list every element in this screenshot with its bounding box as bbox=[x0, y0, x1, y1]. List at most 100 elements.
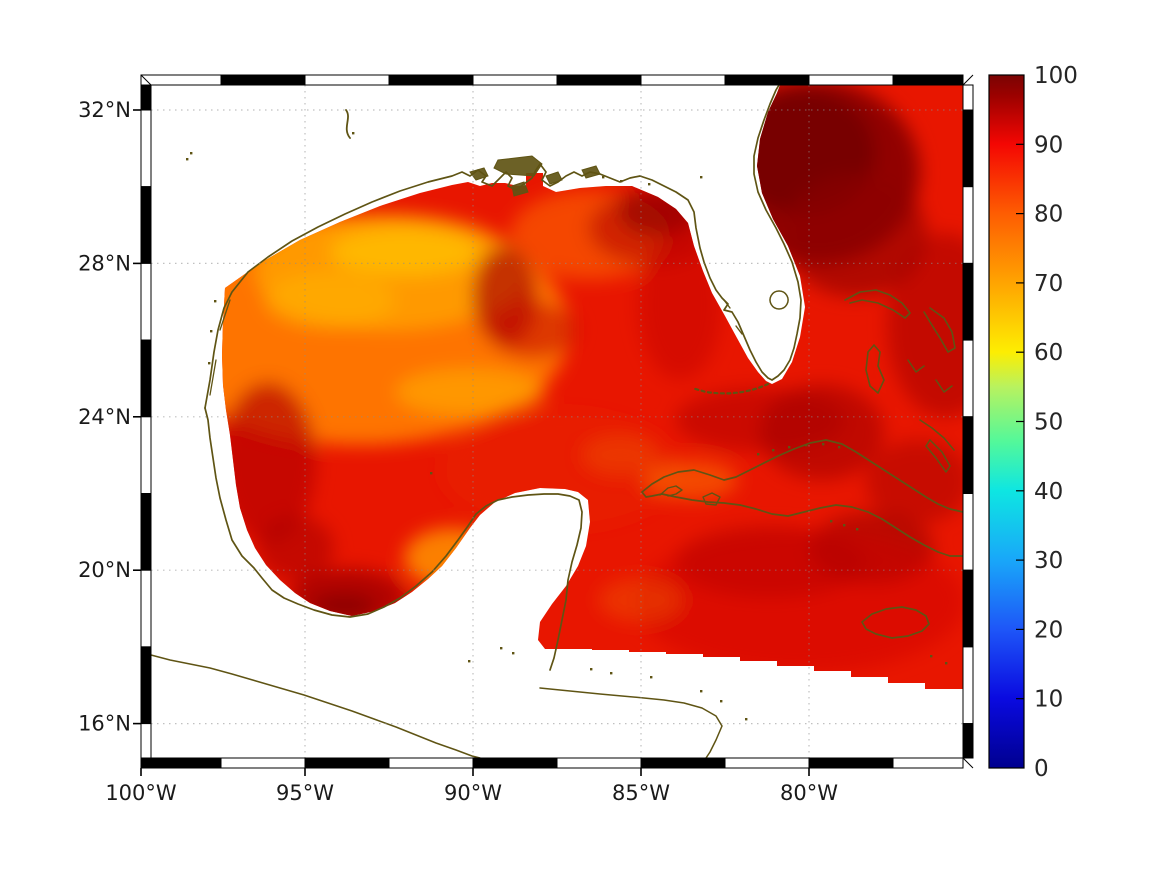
frame-segment-left bbox=[140, 493, 152, 571]
frame-segment-top bbox=[556, 74, 642, 86]
frame-segment-top bbox=[724, 74, 810, 86]
delta-marsh bbox=[493, 155, 543, 177]
coastline-cuba-coast bbox=[641, 439, 964, 557]
islet-dot bbox=[805, 444, 808, 447]
islet-dot bbox=[186, 158, 189, 161]
islet-dot bbox=[720, 700, 723, 703]
colorbar-tick-label: 80 bbox=[1034, 202, 1063, 228]
field-blob bbox=[404, 528, 500, 588]
islet-dot bbox=[856, 528, 859, 531]
islet-dot bbox=[512, 652, 515, 655]
delta-marsh bbox=[581, 165, 601, 179]
colorbar-tick-label: 30 bbox=[1034, 548, 1063, 574]
frame-segment-bottom bbox=[808, 757, 894, 769]
frame-segment-right bbox=[962, 646, 974, 725]
frame-segment-bottom bbox=[892, 757, 964, 769]
x-tick-label: 95°W bbox=[276, 781, 334, 805]
frame-segment-left bbox=[140, 339, 152, 418]
coastline-bahamas-cays-1 bbox=[907, 359, 953, 393]
colorbar-tick-label: 90 bbox=[1034, 132, 1063, 158]
coastlines bbox=[150, 84, 964, 759]
longitude-tick-labels: 100°W 95°W 90°W 85°W 80°W bbox=[105, 781, 838, 805]
frame-segment-bottom bbox=[140, 757, 222, 769]
x-tick-label: 85°W bbox=[612, 781, 670, 805]
coastline-texas-barrier-islands bbox=[209, 299, 231, 396]
coastline-isla-de-la-juventud bbox=[702, 492, 721, 506]
frame-segment-right bbox=[962, 186, 974, 264]
frame-segment-left bbox=[140, 646, 152, 725]
frame-segment-left bbox=[140, 84, 152, 111]
colorbar-tick-label: 70 bbox=[1034, 271, 1063, 297]
islet-dot bbox=[700, 176, 703, 179]
y-tick-label: 24°N bbox=[78, 405, 131, 429]
latitude-tick-labels: 32°N 28°N 24°N 20°N 16°N bbox=[78, 98, 131, 736]
colorbar-tick-label: 50 bbox=[1034, 410, 1063, 436]
coastline-tampa-charlotte-inlets bbox=[723, 299, 743, 335]
colorbar-tick-label: 10 bbox=[1034, 687, 1063, 713]
islet-dot bbox=[210, 330, 213, 333]
coastline-honduras-coast bbox=[539, 687, 723, 759]
coastline-bahamas-andros bbox=[865, 344, 885, 394]
y-tick-label: 20°N bbox=[78, 558, 131, 582]
islet-dot bbox=[838, 446, 841, 449]
islet-dot bbox=[945, 662, 948, 665]
frame-segment-right bbox=[962, 416, 974, 494]
map-frame-border bbox=[133, 74, 974, 776]
islet-dot bbox=[208, 362, 211, 365]
islet-dot bbox=[757, 453, 760, 456]
islet-dot bbox=[352, 132, 355, 135]
frame-segment-right bbox=[962, 109, 974, 188]
y-tick-label: 28°N bbox=[78, 251, 131, 275]
frame-segment-top bbox=[808, 74, 894, 86]
islet-dot bbox=[843, 524, 846, 527]
frame-segment-top bbox=[388, 74, 474, 86]
field-blob bbox=[265, 272, 395, 328]
frame-segment-top bbox=[472, 74, 558, 86]
field-blob bbox=[222, 382, 316, 542]
islet-dot bbox=[648, 183, 651, 186]
graticule-grid bbox=[151, 85, 963, 758]
coastline-lake-okeechobee bbox=[769, 290, 789, 310]
colorbar-tick-label: 60 bbox=[1034, 340, 1063, 366]
frame-segment-top bbox=[220, 74, 306, 86]
islet-dot bbox=[700, 690, 703, 693]
islet-dot bbox=[610, 672, 613, 675]
frame-segment-bottom bbox=[640, 757, 726, 769]
frame-corner-bevel bbox=[962, 757, 974, 769]
islet-dot bbox=[650, 676, 653, 679]
islet-dot bbox=[745, 718, 748, 721]
islet-dot bbox=[822, 443, 825, 446]
frame-segment-left bbox=[140, 109, 152, 188]
y-tick-label: 16°N bbox=[78, 712, 131, 736]
frame-corner-bevel bbox=[140, 757, 152, 769]
y-tick-label: 32°N bbox=[78, 98, 131, 122]
frame-segment-top bbox=[304, 74, 390, 86]
frame-segment-right bbox=[962, 493, 974, 571]
islet-dot bbox=[430, 472, 433, 475]
coastline-bahamas-long-island bbox=[925, 439, 951, 473]
field-blob bbox=[760, 384, 884, 480]
frame-segment-top bbox=[640, 74, 726, 86]
coastline-us-gulf-and-florida-coast bbox=[204, 84, 802, 409]
delta-marsh bbox=[469, 167, 489, 181]
frame-segment-left bbox=[140, 569, 152, 648]
islet-dot bbox=[788, 446, 791, 449]
islet-dot bbox=[602, 176, 605, 179]
islet-dot bbox=[468, 660, 471, 663]
frame-segment-left bbox=[140, 262, 152, 341]
field-blob bbox=[258, 516, 334, 580]
field-blob bbox=[330, 228, 480, 276]
heatmap-field bbox=[222, 85, 963, 689]
x-tick-label: 100°W bbox=[105, 781, 177, 805]
field-blob bbox=[395, 368, 545, 416]
field-blob bbox=[488, 302, 578, 358]
x-tick-label: 80°W bbox=[780, 781, 838, 805]
field-blob bbox=[598, 578, 682, 622]
field-blob bbox=[783, 173, 927, 297]
colorbar: 0 10 20 30 40 50 60 70 80 90 100 bbox=[988, 63, 1078, 782]
coastline-cuba-west-hook bbox=[659, 485, 683, 497]
colorbar-tick-label: 0 bbox=[1034, 756, 1049, 782]
frame-segment-bottom bbox=[220, 757, 306, 769]
coastline-florida-keys bbox=[690, 382, 770, 395]
